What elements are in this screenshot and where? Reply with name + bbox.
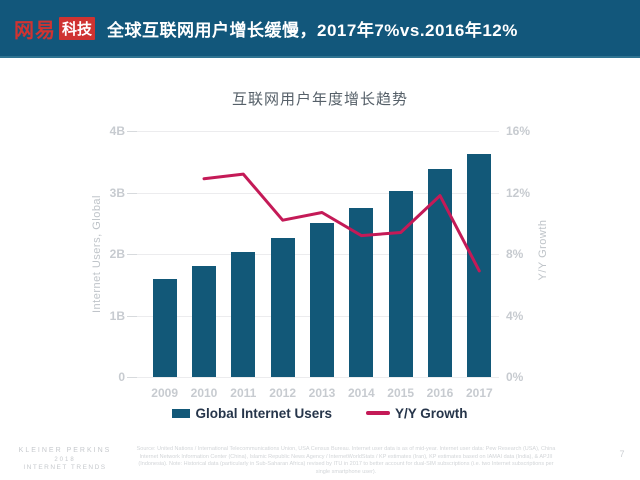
x-axis-label-2010: 2010 xyxy=(190,386,218,400)
right-axis-title: Y/Y Growth xyxy=(537,219,549,281)
bar-2015 xyxy=(388,191,413,377)
x-axis-label-2015: 2015 xyxy=(387,386,414,400)
right-axis-tick: 12% xyxy=(506,185,531,200)
left-axis-tick: 3B xyxy=(109,185,125,200)
left-axis-tick: 2B xyxy=(109,247,125,261)
tech-logo-badge: 科技 xyxy=(59,16,96,40)
legend-item-yy-growth[interactable]: Y/Y Growth xyxy=(366,406,468,421)
legend-label-line: Y/Y Growth xyxy=(395,405,468,421)
left-axis-title: Internet Users, Global xyxy=(91,195,103,313)
right-axis-tick: 8% xyxy=(506,247,524,261)
bar-series-swatch-icon xyxy=(172,408,191,418)
bar-2009 xyxy=(152,279,177,377)
chart-title: 互联网用户年度增长趋势 xyxy=(231,91,408,108)
left-tick-mark xyxy=(127,254,137,255)
x-axis-label-2017: 2017 xyxy=(465,386,493,400)
source-note: Source: United Nations / International T… xyxy=(136,446,556,476)
bar-2011 xyxy=(231,252,256,377)
left-tick-mark xyxy=(127,315,137,317)
gridline xyxy=(137,377,499,378)
left-tick-mark xyxy=(127,192,137,194)
x-axis-label-2009: 2009 xyxy=(151,386,178,400)
x-axis-label-2016: 2016 xyxy=(426,386,454,400)
yy-growth-line xyxy=(202,172,481,273)
article-title: 全球互联网用户增长缓慢，2017年7%vs.2016年12% xyxy=(107,20,518,40)
page-number: 7 xyxy=(619,449,625,459)
right-axis-tick: 16% xyxy=(506,124,531,138)
right-axis-tick: 4% xyxy=(506,308,524,323)
x-axis-label-2012: 2012 xyxy=(269,386,296,400)
x-axis-label-2013: 2013 xyxy=(308,386,336,400)
brand-line-1: KLEINER PERKINS xyxy=(18,447,112,454)
gridline xyxy=(137,131,499,132)
bar-2010 xyxy=(192,266,216,377)
legend-item-global-internet-users[interactable]: Global Internet Users xyxy=(172,406,332,421)
article-header: 网易 科技 全球互联网用户增长缓慢，2017年7%vs.2016年12% xyxy=(0,0,640,58)
gridline xyxy=(137,192,499,194)
bar-2012 xyxy=(270,238,295,377)
netease-tech-logo[interactable]: 网易 科技 xyxy=(14,14,96,43)
left-axis-tick: 0 xyxy=(118,370,125,384)
right-axis-tick: 0% xyxy=(506,370,524,384)
left-axis-tick: 4B xyxy=(109,124,125,138)
left-tick-mark xyxy=(127,377,137,378)
chart-legend: Global Internet Users Y/Y Growth xyxy=(0,403,640,423)
left-axis-tick: 1B xyxy=(109,308,125,323)
line-series-swatch-icon xyxy=(366,411,391,415)
bar-2013 xyxy=(310,223,334,377)
legend-label-bar: Global Internet Users xyxy=(195,405,333,421)
left-tick-mark xyxy=(127,131,137,132)
brand-line-3: INTERNET TRENDS xyxy=(23,464,107,471)
growth-line-layer xyxy=(202,172,481,273)
bar-2017 xyxy=(467,153,492,377)
x-axis-label-2014: 2014 xyxy=(347,386,375,400)
x-axis-label-2011: 2011 xyxy=(230,386,257,400)
kleiner-perkins-brand: KLEINER PERKINS 2018 INTERNET TRENDS xyxy=(6,447,124,473)
brand-line-2: 2018 xyxy=(54,456,76,463)
netease-logo-text: 网易 xyxy=(14,19,56,42)
